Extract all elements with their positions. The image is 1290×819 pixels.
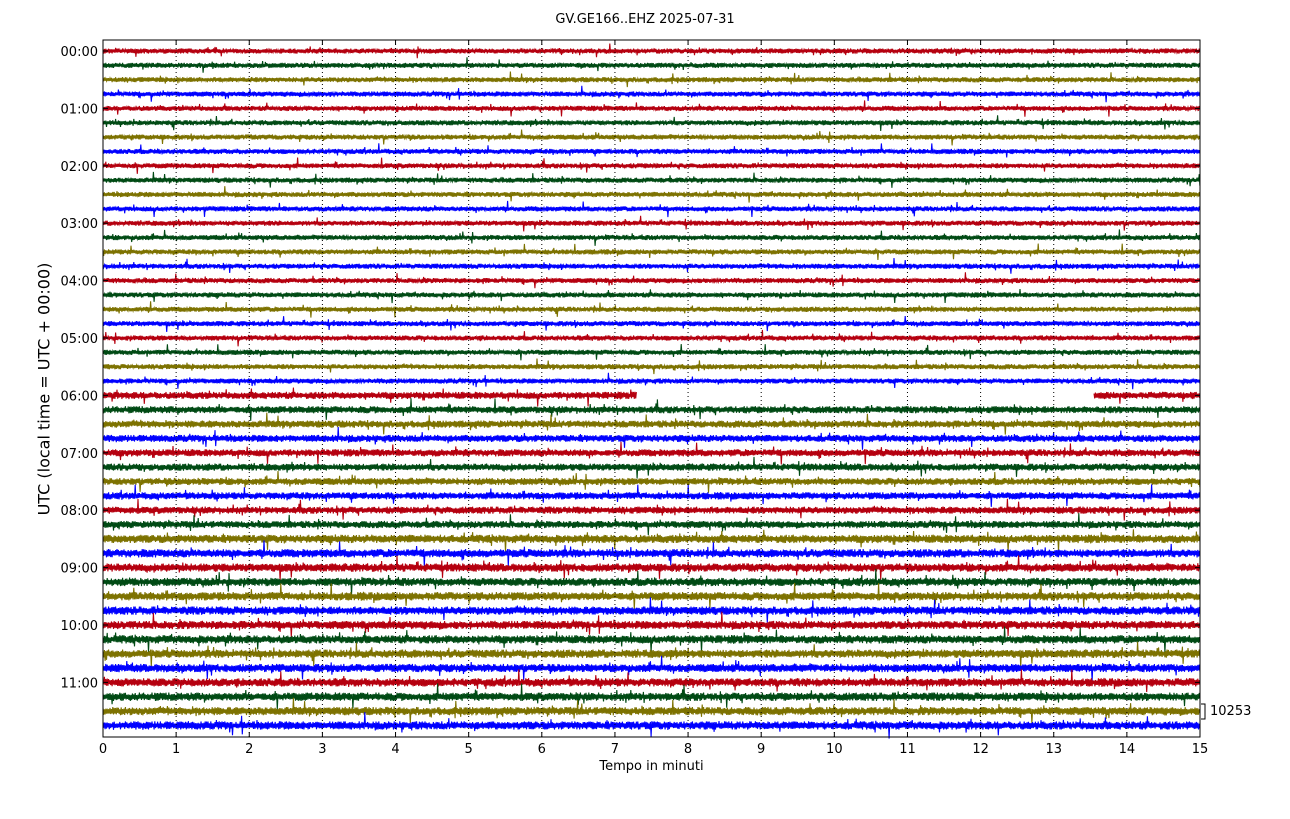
x-tick-label: 2 — [245, 742, 253, 757]
trace-line — [102, 186, 1201, 203]
trace-line — [102, 100, 1201, 117]
trace-line — [1093, 391, 1201, 404]
y-axis-label: UTC (local time = UTC + 00:00) — [34, 262, 54, 516]
x-tick-label: 8 — [684, 742, 692, 757]
trace-line — [102, 555, 1201, 581]
trace-line — [102, 229, 1201, 246]
trace-line — [102, 315, 1201, 332]
trace-line — [102, 129, 1201, 146]
trace-line — [102, 441, 1201, 465]
x-tick-label: 0 — [99, 742, 107, 757]
trace-line — [102, 412, 1201, 435]
trace-line — [102, 157, 1201, 174]
x-axis-ticks: 0 1 2 3 4 5 6 7 8 9 10 11 12 13 14 15 — [99, 40, 1208, 757]
seismic-traces — [102, 43, 1201, 739]
y-tick-label: 06:00 — [61, 389, 98, 404]
y-tick-label: 05:00 — [61, 332, 98, 347]
y-tick-label: 11:00 — [61, 676, 98, 691]
y-axis-ticks: 00:00 01:00 02:00 03:00 04:00 05:00 06:00 07:00… — [61, 45, 1200, 691]
trace-line — [102, 329, 1201, 347]
x-tick-label: 1 — [172, 742, 180, 757]
x-tick-label: 11 — [899, 742, 916, 757]
trace-line — [102, 669, 1201, 693]
y-tick-label: 08:00 — [61, 504, 98, 519]
trace-line — [102, 470, 1201, 493]
x-tick-label: 10 — [826, 742, 843, 757]
trace-line — [102, 498, 1201, 521]
x-tick-label: 6 — [538, 742, 546, 757]
trace-line — [102, 358, 1201, 375]
trace-line — [102, 200, 1201, 218]
trace-line — [102, 529, 1201, 553]
trace-line — [102, 344, 1201, 361]
trace-line — [102, 43, 1201, 59]
trace-line — [102, 288, 1201, 304]
plot-frame — [102, 39, 1201, 738]
trace-line — [102, 171, 1201, 188]
y-tick-label: 02:00 — [61, 160, 98, 175]
trace-line — [102, 456, 1201, 479]
trace-line — [102, 215, 1201, 232]
x-tick-label: 14 — [1119, 742, 1136, 757]
trace-line — [102, 683, 1201, 710]
trace-line — [102, 57, 1201, 73]
trace-line — [102, 484, 1201, 507]
trace-line — [102, 272, 1201, 289]
y-tick-label: 03:00 — [61, 217, 98, 232]
trace-line — [102, 582, 1201, 610]
amplitude-scale-label: 10253 — [1210, 704, 1252, 719]
trace-line — [102, 387, 637, 407]
trace-line — [102, 697, 1201, 724]
x-tick-label: 9 — [757, 742, 765, 757]
trace-line — [102, 115, 1201, 132]
y-tick-label: 09:00 — [61, 562, 98, 577]
trace-line — [102, 85, 1201, 103]
y-tick-label: 04:00 — [61, 275, 98, 290]
trace-line — [102, 611, 1201, 638]
trace-line — [102, 398, 1201, 421]
trace-line — [102, 626, 1201, 653]
chart-title: GV.GE166..EHZ 2025-07-31 — [555, 12, 735, 27]
trace-line — [102, 568, 1201, 596]
x-tick-label: 5 — [465, 742, 473, 757]
x-tick-label: 12 — [972, 742, 989, 757]
y-tick-label: 00:00 — [61, 45, 98, 60]
trace-line — [102, 540, 1201, 567]
y-tick-label: 07:00 — [61, 447, 98, 462]
x-tick-label: 13 — [1045, 742, 1062, 757]
y-tick-label: 10:00 — [61, 619, 98, 634]
x-tick-label: 7 — [611, 742, 619, 757]
trace-line — [102, 513, 1201, 536]
trace-line — [102, 71, 1201, 88]
y-tick-label: 01:00 — [61, 102, 98, 117]
trace-line — [102, 372, 1201, 390]
amplitude-scale-bracket — [1201, 703, 1206, 720]
trace-line — [102, 257, 1201, 274]
trace-line — [102, 143, 1201, 158]
x-tick-label: 15 — [1192, 742, 1209, 757]
trace-line — [102, 597, 1201, 623]
trace-line — [102, 426, 1201, 450]
trace-line — [102, 641, 1201, 668]
trace-line — [102, 243, 1201, 260]
trace-line — [102, 655, 1201, 682]
x-axis-label: Tempo in minuti — [599, 759, 704, 774]
trace-line — [102, 712, 1201, 739]
x-tick-label: 4 — [391, 742, 399, 757]
vertical-gridlines — [175, 40, 1128, 737]
trace-line — [102, 301, 1201, 318]
x-tick-label: 3 — [318, 742, 326, 757]
